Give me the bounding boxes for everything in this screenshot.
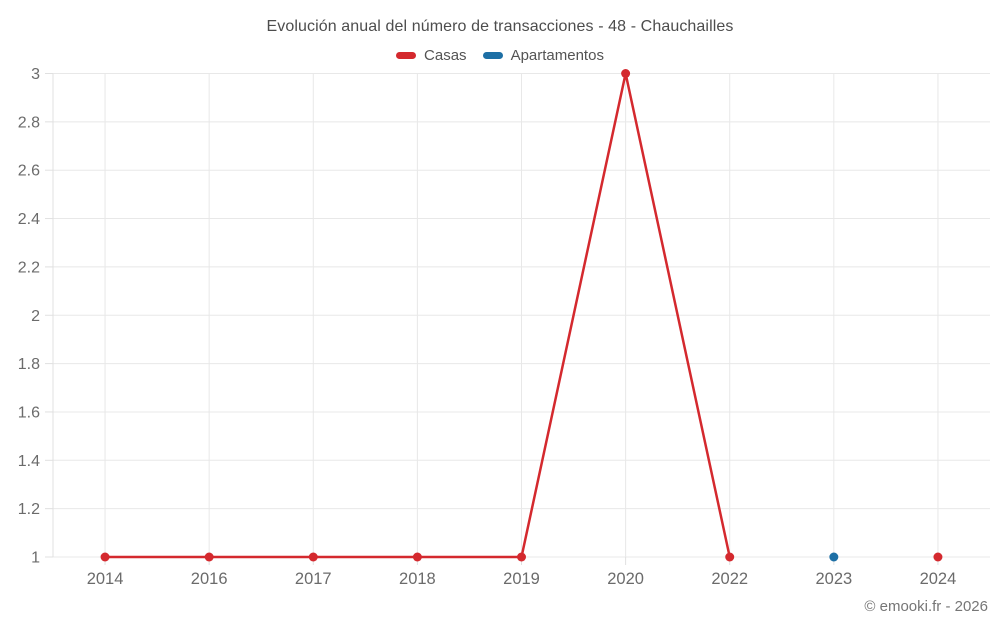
y-tick-label: 1 (31, 550, 40, 567)
x-tick-label: 2016 (191, 570, 228, 588)
data-point-casas (100, 552, 110, 562)
y-tick-label: 2.2 (18, 259, 40, 276)
chart-title: Evolución anual del número de transaccio… (266, 18, 734, 35)
data-point-casas (933, 552, 943, 562)
y-tick-label: 2 (31, 308, 40, 325)
y-tick-label: 1.4 (18, 453, 40, 470)
x-tick-label: 2020 (607, 570, 644, 588)
y-tick-label: 1.6 (18, 404, 40, 421)
x-tick-label: 2019 (503, 570, 540, 588)
data-point-casas (308, 552, 318, 562)
legend-item-apartamentos[interactable]: Apartamentos (482, 47, 604, 64)
legend: Casas Apartamentos (0, 47, 1000, 64)
data-point-casas (517, 552, 526, 562)
y-tick-label: 2.4 (18, 211, 40, 228)
legend-swatch-casas-icon (396, 52, 417, 59)
x-tick-label: 2018 (399, 570, 436, 588)
data-point-casas (412, 552, 422, 562)
legend-swatch-apartamentos-icon (482, 52, 503, 59)
y-tick-label: 1.2 (18, 501, 40, 518)
x-tick-label: 2017 (295, 570, 332, 588)
legend-label-apartamentos: Apartamentos (510, 47, 604, 64)
y-tick-label: 1.8 (18, 356, 40, 373)
legend-item-casas[interactable]: Casas (396, 47, 467, 64)
data-point-apartamentos (829, 552, 839, 562)
y-tick-label: 2.8 (18, 114, 40, 131)
data-point-casas (725, 552, 735, 562)
x-tick-label: 2014 (87, 570, 124, 588)
y-tick-label: 3 (31, 66, 40, 83)
y-tick-label: 2.6 (18, 163, 40, 180)
data-point-casas (621, 69, 631, 78)
data-point-casas (204, 552, 214, 562)
legend-label-casas: Casas (424, 47, 467, 64)
x-tick-label: 2023 (815, 570, 852, 588)
x-tick-label: 2022 (711, 570, 748, 588)
copyright-text: © emooki.fr - 2026 (864, 598, 988, 615)
x-tick-label: 2024 (920, 570, 957, 588)
